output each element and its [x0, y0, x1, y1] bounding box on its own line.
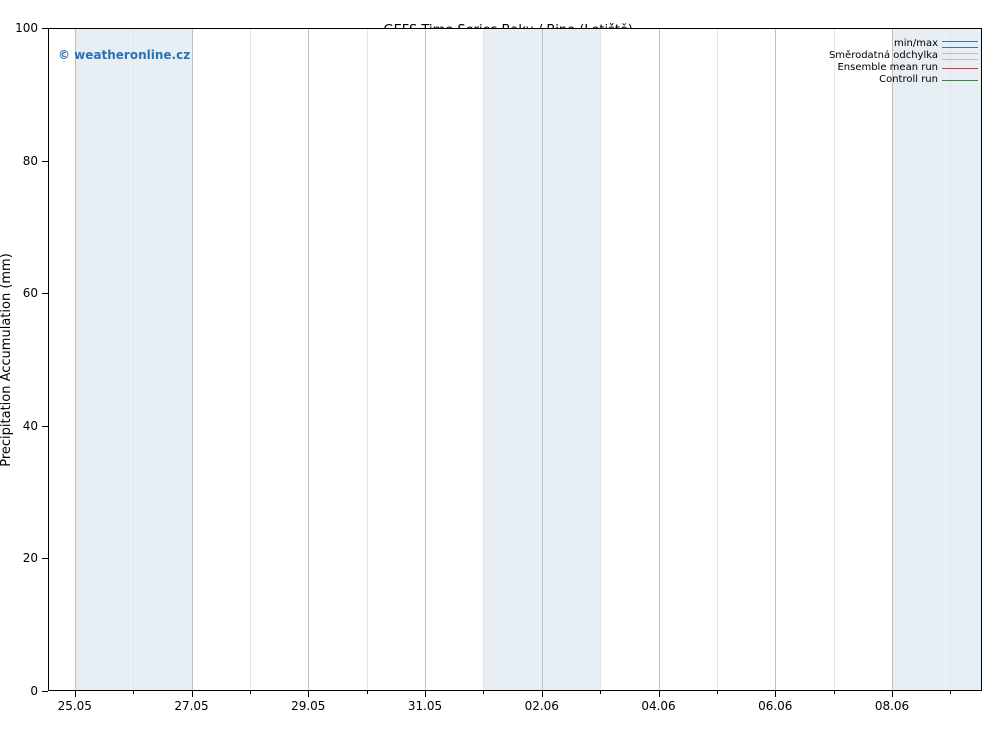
y-tick-label: 40	[0, 419, 38, 433]
grid-minor	[950, 28, 951, 691]
watermark: © weatheronline.cz	[58, 48, 190, 62]
grid-minor	[133, 28, 134, 691]
legend-swatch	[942, 74, 978, 86]
y-tick-label: 0	[0, 684, 38, 698]
y-tick-label: 80	[0, 154, 38, 168]
x-tick-label: 06.06	[758, 699, 792, 713]
legend-item: Směrodatná odchylka	[829, 50, 978, 62]
grid-major	[659, 28, 660, 691]
x-tick-minor	[133, 691, 134, 694]
x-tick	[542, 691, 543, 697]
legend: min/maxSměrodatná odchylkaEnsemble mean …	[829, 38, 978, 86]
grid-minor	[600, 28, 601, 691]
legend-label: Směrodatná odchylka	[829, 50, 942, 62]
grid-major	[542, 28, 543, 691]
x-tick	[308, 691, 309, 697]
x-tick-minor	[717, 691, 718, 694]
x-tick	[659, 691, 660, 697]
y-tick	[42, 691, 48, 692]
x-tick-label: 27.05	[174, 699, 208, 713]
legend-label: Ensemble mean run	[837, 62, 942, 74]
y-tick-label: 60	[0, 286, 38, 300]
grid-major	[425, 28, 426, 691]
legend-swatch	[942, 62, 978, 74]
weekend-band	[892, 28, 982, 691]
legend-item: min/max	[829, 38, 978, 50]
x-tick-minor	[950, 691, 951, 694]
grid-major	[308, 28, 309, 691]
grid-minor	[367, 28, 368, 691]
y-tick	[42, 161, 48, 162]
y-tick	[42, 28, 48, 29]
y-tick	[42, 293, 48, 294]
grid-major	[75, 28, 76, 691]
x-tick-label: 08.06	[875, 699, 909, 713]
legend-swatch	[942, 38, 978, 50]
x-tick-label: 04.06	[641, 699, 675, 713]
grid-major	[892, 28, 893, 691]
grid-minor	[717, 28, 718, 691]
y-tick-label: 20	[0, 551, 38, 565]
legend-swatch	[942, 50, 978, 62]
grid-major	[775, 28, 776, 691]
x-tick-label: 02.06	[525, 699, 559, 713]
x-tick-label: 29.05	[291, 699, 325, 713]
legend-item: Controll run	[829, 74, 978, 86]
x-tick	[192, 691, 193, 697]
x-tick-minor	[250, 691, 251, 694]
y-tick	[42, 558, 48, 559]
x-tick	[775, 691, 776, 697]
grid-minor	[834, 28, 835, 691]
x-tick-minor	[834, 691, 835, 694]
grid-minor	[483, 28, 484, 691]
grid-minor	[250, 28, 251, 691]
legend-label: Controll run	[879, 74, 942, 86]
grid-major	[192, 28, 193, 691]
y-axis-label: Precipitation Accumulation (mm)	[0, 253, 14, 467]
y-tick-label: 100	[0, 21, 38, 35]
x-tick	[892, 691, 893, 697]
legend-label: min/max	[894, 38, 942, 50]
legend-item: Ensemble mean run	[829, 62, 978, 74]
chart-container: GEFS Time Series Baku / Bine (Letiště) P…	[0, 0, 1000, 733]
x-tick-minor	[600, 691, 601, 694]
plot-area	[48, 28, 982, 691]
x-tick-minor	[483, 691, 484, 694]
x-tick-label: 31.05	[408, 699, 442, 713]
x-tick	[425, 691, 426, 697]
x-tick-label: 25.05	[58, 699, 92, 713]
x-tick-minor	[367, 691, 368, 694]
x-tick	[75, 691, 76, 697]
y-tick	[42, 426, 48, 427]
